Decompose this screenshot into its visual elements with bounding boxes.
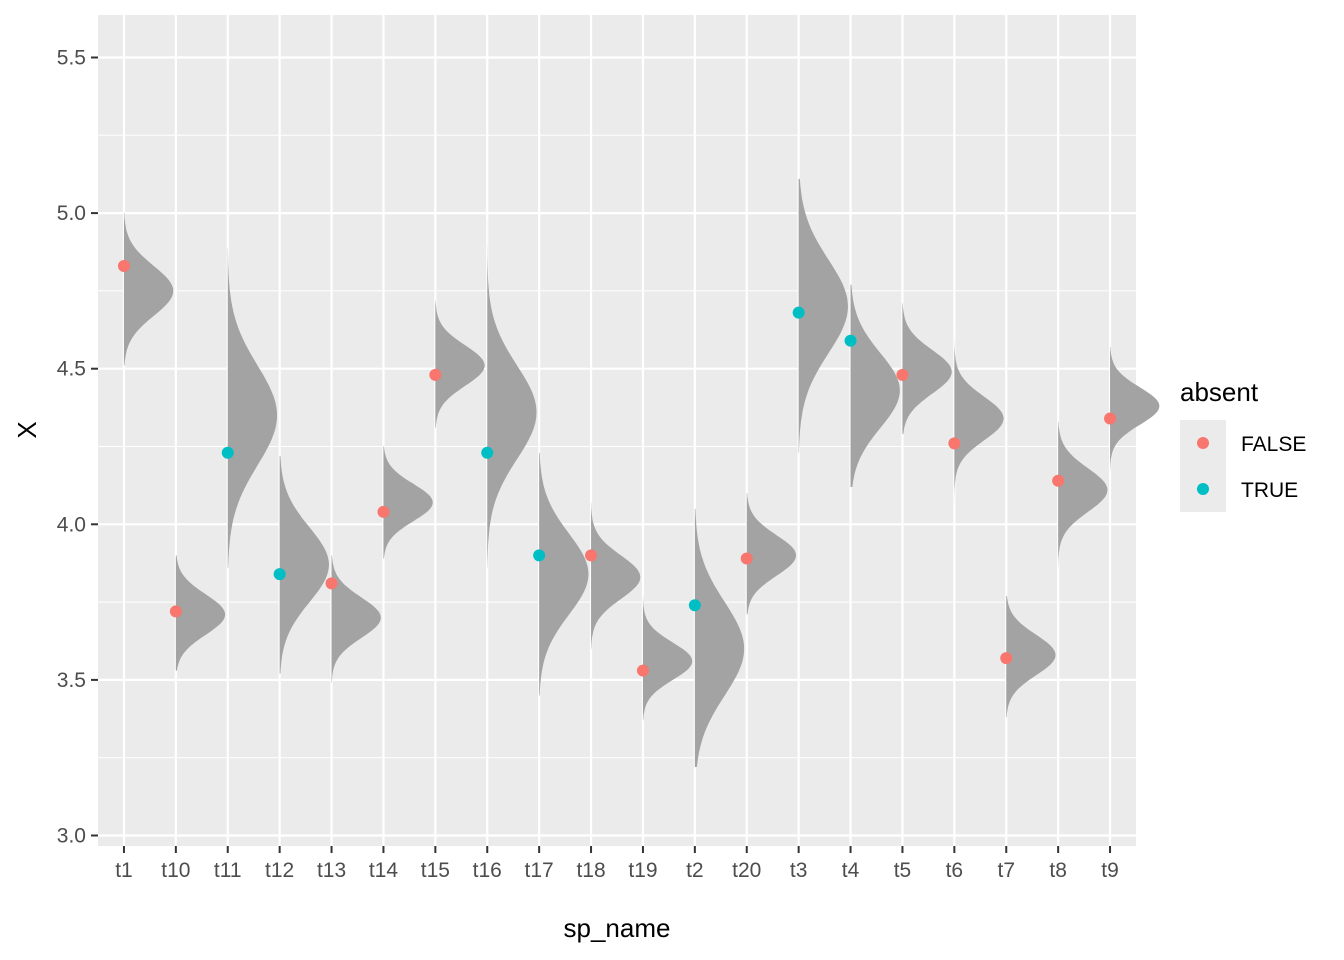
x-tick-label-t5: t5 — [894, 859, 912, 882]
point-t5 — [896, 368, 909, 381]
x-tick-label-t10: t10 — [161, 859, 190, 882]
y-tick-label: 4.5 — [57, 358, 86, 381]
x-tick-label-t16: t16 — [473, 859, 502, 882]
point-t8 — [1052, 474, 1065, 487]
x-tick-label-t7: t7 — [997, 859, 1015, 882]
y-tick-label: 5.0 — [57, 202, 86, 225]
x-tick-label-t17: t17 — [525, 859, 554, 882]
point-t3 — [792, 306, 805, 319]
density-t5 — [902, 303, 952, 435]
x-tick-label-t6: t6 — [946, 859, 964, 882]
density-t16 — [487, 219, 537, 568]
density-t12 — [279, 455, 329, 674]
x-tick-label-t4: t4 — [842, 859, 860, 882]
point-t14 — [377, 505, 390, 518]
y-axis: 3.0 3.5 4.0 4.5 5.0 5.5 — [57, 47, 98, 848]
density-t19 — [642, 595, 693, 721]
point-t9 — [1104, 412, 1117, 425]
x-tick-label-t20: t20 — [732, 859, 761, 882]
y-tick-label: 5.5 — [57, 47, 86, 70]
density-t13 — [331, 555, 381, 684]
point-t6 — [948, 437, 961, 450]
density-t3 — [798, 178, 848, 453]
x-tick-label-t14: t14 — [369, 859, 399, 882]
density-t15 — [435, 300, 485, 428]
point-t11 — [221, 446, 234, 459]
x-tick-label-t3: t3 — [790, 859, 808, 882]
legend-label-true: TRUE — [1241, 479, 1298, 502]
x-tick-label-t9: t9 — [1101, 859, 1119, 882]
density-t2 — [694, 508, 745, 768]
point-t18 — [585, 549, 598, 562]
legend-key-true — [1197, 483, 1209, 495]
density-t9 — [1110, 346, 1160, 472]
density-t4 — [850, 284, 900, 487]
density-t8 — [1058, 421, 1108, 568]
density-t14 — [383, 446, 433, 559]
y-tick-label: 3.0 — [57, 825, 86, 848]
point-t15 — [429, 368, 442, 381]
y-tick-label: 3.5 — [57, 669, 86, 692]
legend-label-false: FALSE — [1241, 433, 1306, 456]
x-axis-title: sp_name — [564, 913, 671, 943]
x-tick-label-t11: t11 — [214, 859, 242, 882]
density-t7 — [1006, 595, 1056, 718]
x-tick-label-t18: t18 — [576, 859, 605, 882]
density-t17 — [539, 452, 589, 696]
x-axis: t1 t10 t11 t12 t13 t14 t15 t16 t17 t18 t19 t2 t20 t3 t… — [115, 846, 1119, 882]
legend-title: absent — [1180, 377, 1259, 407]
point-t12 — [273, 568, 286, 581]
x-tick-label-t15: t15 — [421, 859, 450, 882]
point-t17 — [533, 549, 546, 562]
x-tick-label-t12: t12 — [265, 859, 294, 882]
point-t2 — [688, 599, 701, 612]
point-t4 — [844, 334, 857, 347]
point-t1 — [117, 260, 130, 273]
y-tick-label: 4.0 — [57, 513, 86, 536]
x-tick-label-t8: t8 — [1049, 859, 1067, 882]
point-t20 — [740, 552, 753, 565]
x-tick-label-t2: t2 — [686, 859, 704, 882]
density-t18 — [591, 502, 641, 649]
density-t11 — [227, 247, 277, 568]
x-tick-label-t19: t19 — [628, 859, 657, 882]
point-t13 — [325, 577, 338, 590]
y-axis-title: X — [12, 421, 42, 438]
x-tick-label-t13: t13 — [317, 859, 346, 882]
density-shapes — [123, 178, 1160, 768]
density-t10 — [175, 555, 226, 671]
legend-key-false — [1197, 437, 1209, 449]
density-t1 — [123, 213, 174, 366]
legend: absent FALSE TRUE — [1180, 377, 1306, 512]
point-t10 — [169, 605, 182, 618]
data-points — [117, 260, 1117, 677]
point-t7 — [1000, 652, 1013, 665]
x-tick-label-t1: t1 — [115, 859, 133, 882]
density-t6 — [954, 334, 1004, 503]
density-t20 — [746, 493, 796, 615]
point-t19 — [636, 664, 649, 677]
point-t16 — [481, 446, 494, 459]
grid-major — [98, 15, 1136, 846]
